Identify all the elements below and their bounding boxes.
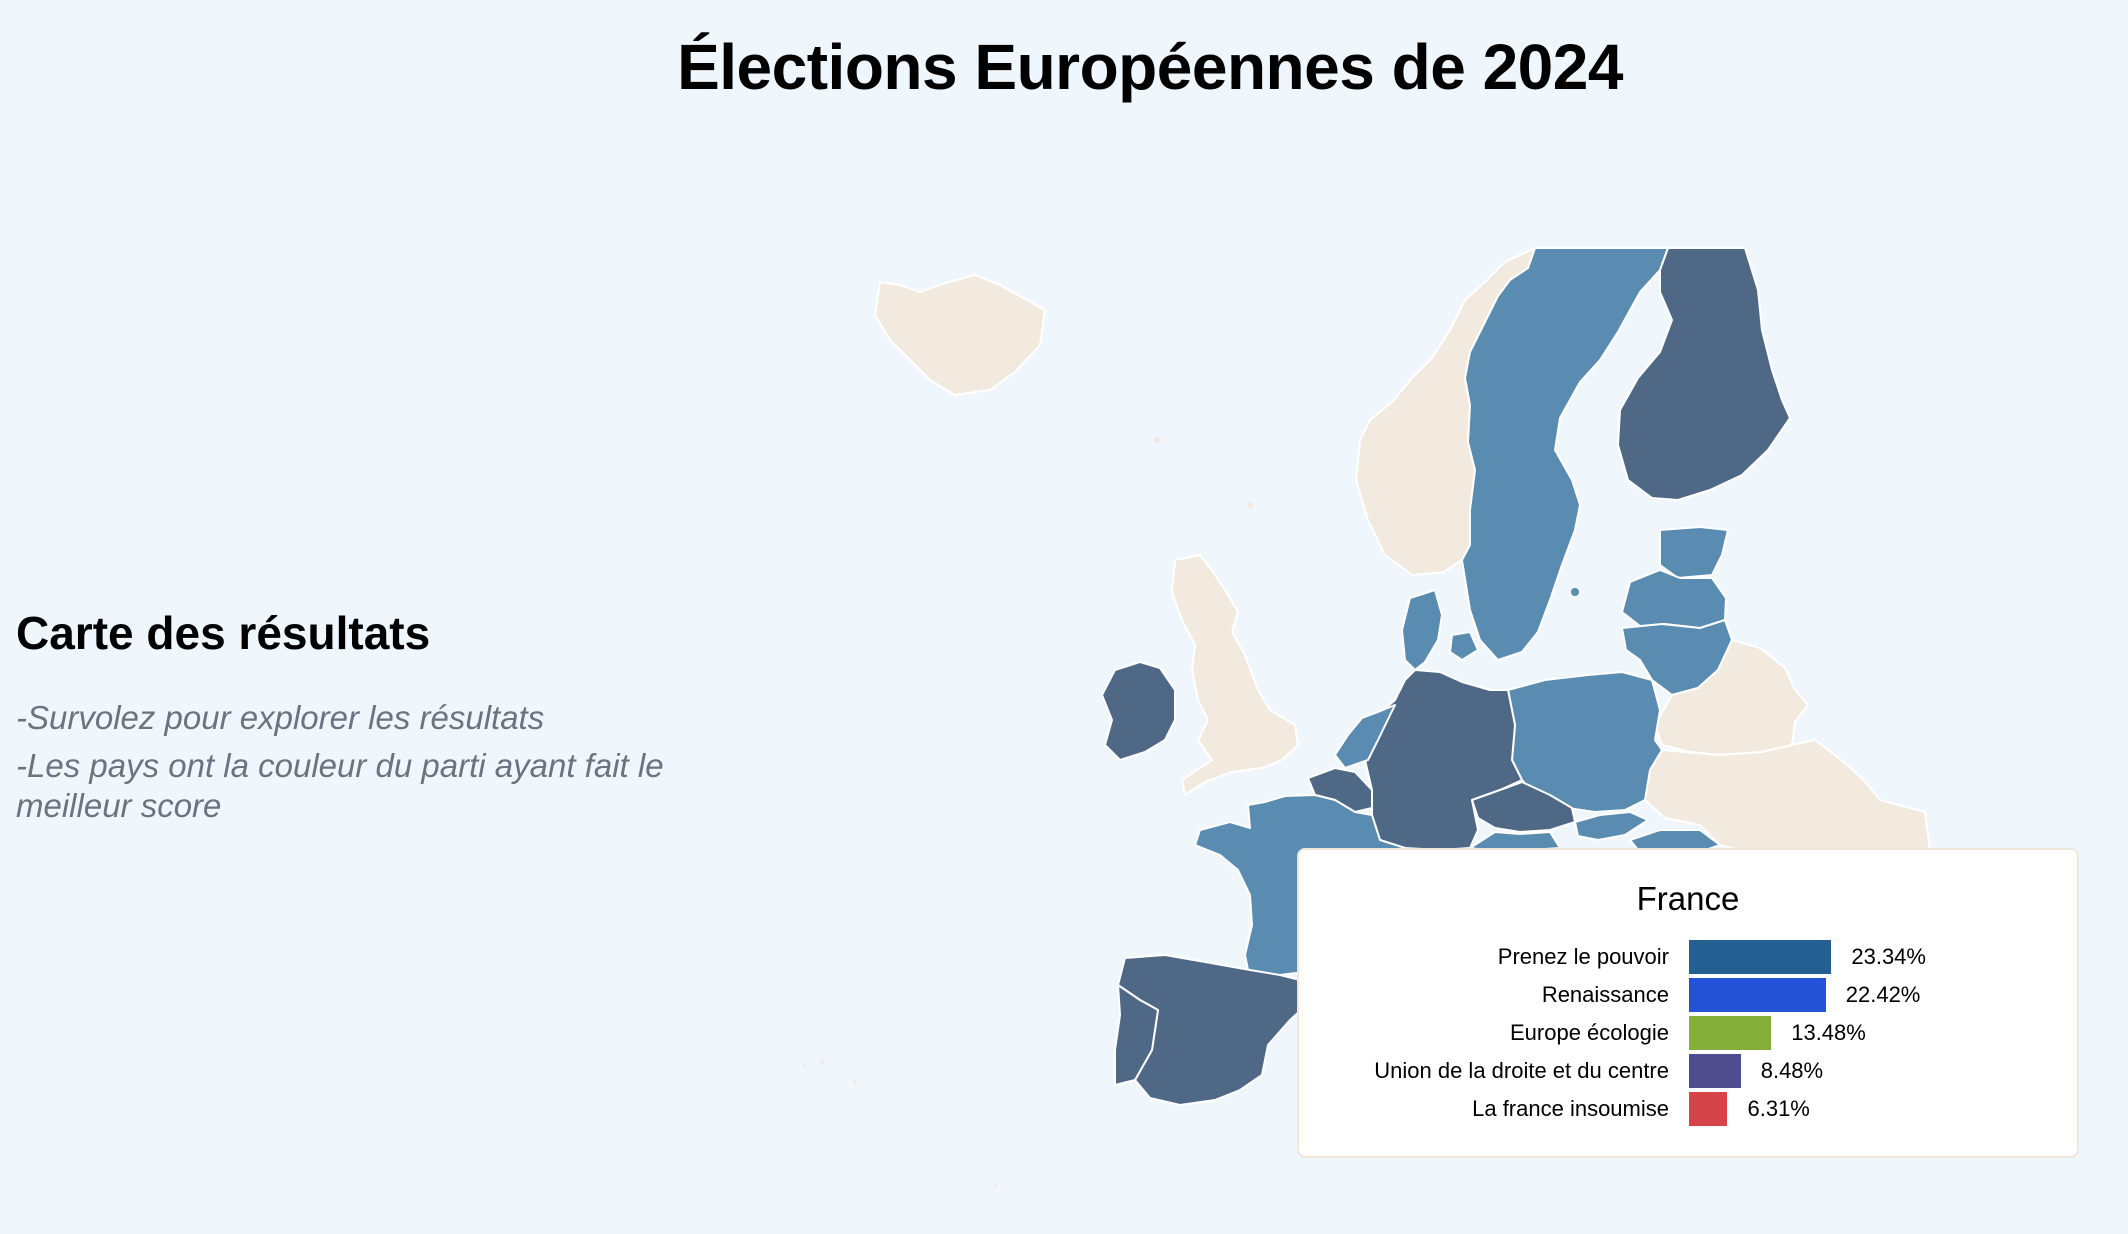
party-label: Renaissance bbox=[1541, 982, 1669, 1007]
island-azores-3 bbox=[853, 1080, 857, 1084]
sidebar: Carte des résultats -Survolez pour explo… bbox=[16, 606, 696, 834]
party-label: Prenez le pouvoir bbox=[1497, 944, 1669, 969]
country-tooltip: France Prenez le pouvoir 23.34% Renaissanc… bbox=[1297, 848, 2079, 1158]
result-row: Europe écologie 13.48% bbox=[1299, 1016, 2077, 1050]
country-denmark[interactable] bbox=[1401, 589, 1479, 671]
country-iceland[interactable] bbox=[874, 274, 1046, 396]
result-bar bbox=[1689, 1054, 1741, 1088]
island-azores-1 bbox=[803, 1063, 807, 1067]
result-row: La france insoumise 6.31% bbox=[1299, 1092, 2077, 1126]
result-bar bbox=[1689, 1092, 1728, 1126]
result-bar bbox=[1689, 1016, 1772, 1050]
country-slovakia[interactable] bbox=[1574, 811, 1649, 841]
hint-colors: -Les pays ont la couleur du parti ayant … bbox=[16, 747, 664, 824]
result-bar bbox=[1689, 978, 1826, 1012]
result-value: 22.42% bbox=[1845, 982, 1921, 1007]
country-ireland[interactable] bbox=[1101, 661, 1176, 761]
result-value: 6.31% bbox=[1747, 1096, 1810, 1121]
party-label: Union de la droite et du centre bbox=[1374, 1058, 1669, 1083]
country-finland[interactable] bbox=[1617, 247, 1791, 501]
country-estonia[interactable] bbox=[1659, 526, 1729, 579]
country-latvia[interactable] bbox=[1621, 569, 1727, 629]
sidebar-heading: Carte des résultats bbox=[16, 607, 431, 659]
page-title: Élections Européennes de 2024 bbox=[677, 31, 1623, 103]
result-row: Renaissance 22.42% bbox=[1299, 978, 2077, 1012]
island-azores-2 bbox=[820, 1060, 824, 1064]
result-value: 8.48% bbox=[1760, 1058, 1824, 1083]
result-bar bbox=[1689, 940, 1832, 974]
island-gotland bbox=[1571, 588, 1579, 596]
island-faroe bbox=[1247, 502, 1253, 508]
country-sweden[interactable] bbox=[1461, 247, 1669, 661]
island-shetland bbox=[1154, 437, 1160, 443]
country-united-kingdom[interactable] bbox=[1171, 554, 1299, 796]
result-row: Prenez le pouvoir 23.34% bbox=[1299, 940, 2077, 974]
island-madeira bbox=[993, 1183, 997, 1187]
result-value: 13.48% bbox=[1791, 1020, 1866, 1045]
hint-hover: -Survolez pour explorer les résultats bbox=[16, 699, 545, 736]
result-row: Union de la droite et du centre 8.48% bbox=[1299, 1054, 2077, 1088]
country-netherlands[interactable] bbox=[1334, 704, 1396, 769]
country-portugal[interactable] bbox=[1114, 984, 1159, 1086]
tooltip-country-name: France bbox=[1636, 880, 1740, 917]
party-label: Europe écologie bbox=[1509, 1020, 1669, 1045]
result-value: 23.34% bbox=[1851, 944, 1926, 969]
party-label: La france insoumise bbox=[1472, 1096, 1669, 1121]
